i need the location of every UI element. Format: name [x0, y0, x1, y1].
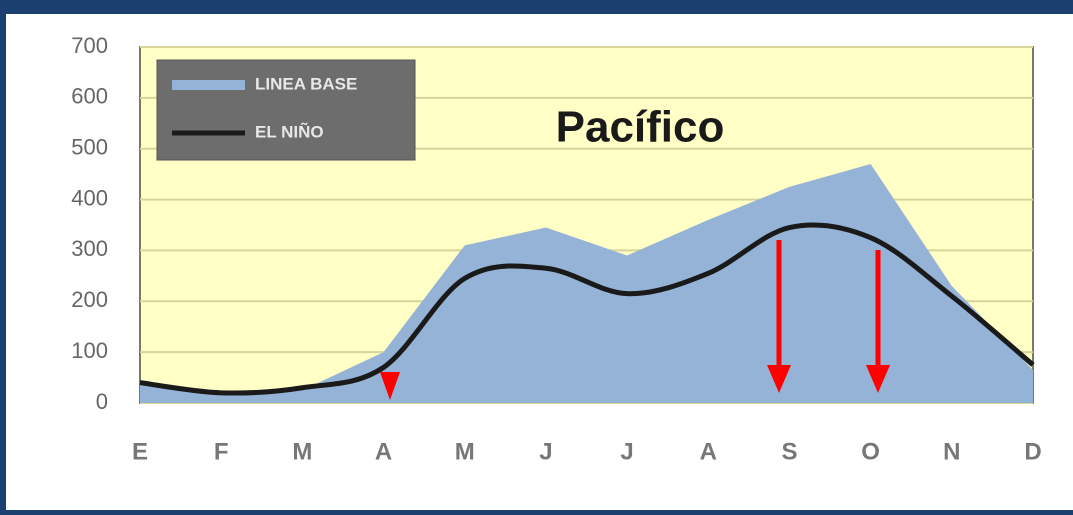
x-tick-label: A — [700, 438, 717, 465]
y-tick-label: 100 — [71, 338, 108, 363]
x-tick-label: F — [214, 438, 229, 465]
y-tick-label: 200 — [71, 287, 108, 312]
y-tick-label: 500 — [71, 135, 108, 160]
x-tick-label: A — [375, 438, 392, 465]
x-tick-label: O — [861, 438, 880, 465]
x-tick-label: D — [1024, 438, 1041, 465]
red-arrowhead — [866, 365, 890, 393]
x-tick-label: M — [455, 438, 475, 465]
y-tick-label: 400 — [71, 185, 108, 210]
y-tick-label: 300 — [71, 236, 108, 261]
legend-label: LINEA BASE — [255, 74, 357, 93]
x-tick-label: J — [539, 438, 552, 465]
line — [139, 222, 1035, 396]
marks — [139, 163, 1035, 403]
x-tick-label: N — [943, 438, 960, 465]
y-tick-label: 0 — [96, 389, 108, 414]
y-tick-label: 600 — [71, 84, 108, 109]
red-arrowhead — [767, 365, 791, 393]
chart-title: Pacífico — [556, 103, 725, 152]
red-arrowhead — [380, 372, 400, 400]
x-tick-label: J — [620, 438, 633, 465]
y-tick-label: 700 — [71, 33, 108, 58]
x-tick-label: M — [292, 438, 312, 465]
legend-box — [156, 59, 416, 161]
x-tick-label: E — [132, 438, 148, 465]
legend: LINEA BASE EL NIÑO — [172, 74, 357, 141]
annotations — [380, 240, 890, 400]
legend-label: EL NIÑO — [255, 121, 324, 141]
x-tick-label: S — [781, 438, 797, 465]
